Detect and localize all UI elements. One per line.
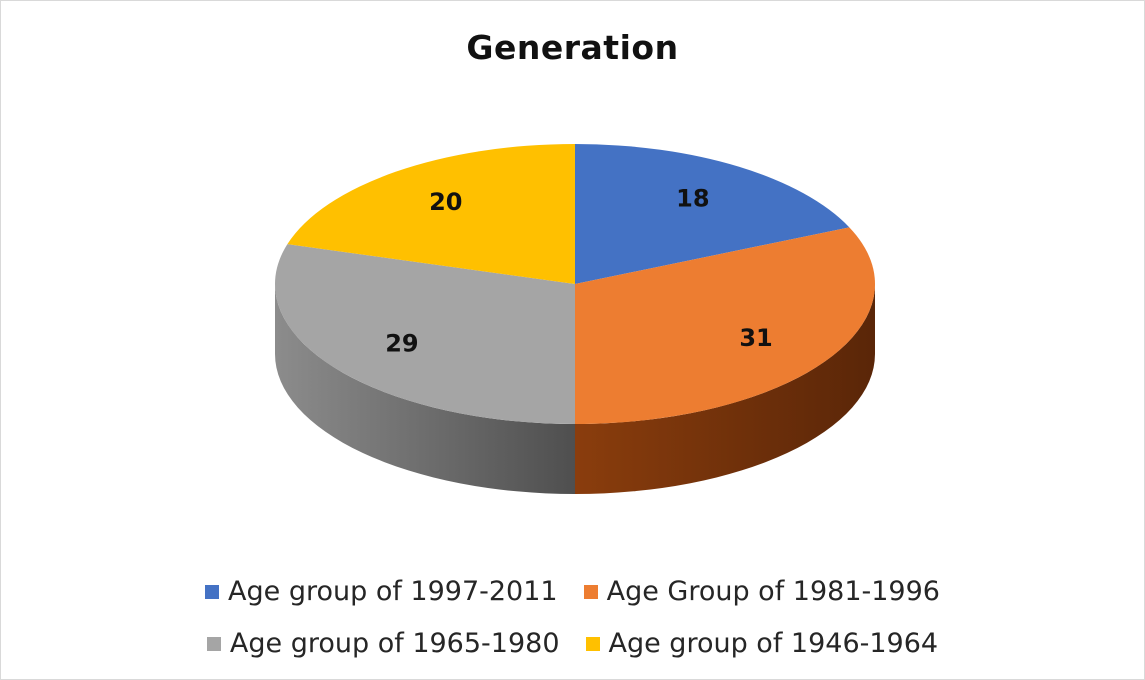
data-label-age-group-of-1981-1996: 31 <box>739 324 772 352</box>
legend-label: Age group of 1946-1964 <box>608 628 939 659</box>
legend-row-2: Age group of 1965-1980 Age group of 1946… <box>0 628 1145 659</box>
chart-title: Generation <box>466 28 679 67</box>
pie-slice-age-group-of-1997-2011 <box>575 144 850 284</box>
legend-label: Age Group of 1981-1996 <box>606 576 940 607</box>
legend-item-1981-1996: Age Group of 1981-1996 <box>583 576 940 607</box>
pie-side-age-group-of-1965-1980 <box>275 284 575 494</box>
pie-side-age-group-of-1981-1996 <box>575 284 875 494</box>
legend-item-1946-1964: Age group of 1946-1964 <box>585 628 939 659</box>
data-label-age-group-of-1946-1964: 20 <box>429 188 462 216</box>
pie-slice-age-group-of-1965-1980 <box>275 244 575 424</box>
pie-slice-age-group-of-1981-1996 <box>575 227 876 424</box>
legend-label: Age group of 1997-2011 <box>228 576 558 607</box>
data-label-age-group-of-1965-1980: 29 <box>385 329 418 357</box>
legend-item-1965-1980: Age group of 1965-1980 <box>206 628 560 659</box>
pie-slice-age-group-of-1946-1964 <box>287 144 575 284</box>
legend-label: Age group of 1965-1980 <box>229 628 560 659</box>
legend-swatch-yellow <box>585 636 600 651</box>
legend-swatch-gray <box>206 636 221 651</box>
legend-row-1: Age group of 1997-2011 Age Group of 1981… <box>0 576 1145 607</box>
legend-item-1997-2011: Age group of 1997-2011 <box>205 576 558 607</box>
legend-swatch-orange <box>583 584 598 599</box>
legend-swatch-blue <box>205 584 220 599</box>
data-label-age-group-of-1997-2011: 18 <box>676 185 709 213</box>
